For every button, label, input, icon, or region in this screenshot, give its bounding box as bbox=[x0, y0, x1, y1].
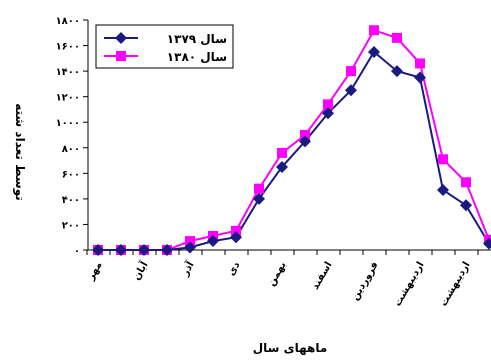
data-point bbox=[276, 160, 288, 173]
data-point bbox=[461, 177, 471, 188]
data-point bbox=[138, 244, 150, 256]
data-point bbox=[369, 25, 379, 36]
data-point bbox=[231, 225, 241, 236]
data-point bbox=[323, 99, 333, 110]
data-point bbox=[460, 199, 472, 212]
data-point bbox=[185, 236, 195, 247]
legend-label-series-1: سال ۱۳۷۹ bbox=[167, 32, 227, 46]
data-point bbox=[437, 183, 449, 196]
x-axis: مهر آبان آذر دی بهمن اسفند فروردین اردیبهشت اردی… bbox=[85, 249, 491, 308]
data-point bbox=[414, 71, 426, 84]
y-tick-label: ۱۶۰۰ bbox=[56, 42, 80, 53]
x-tick-label: فروردین bbox=[350, 260, 381, 302]
data-point bbox=[438, 154, 448, 165]
data-point bbox=[346, 66, 356, 77]
x-tick-label: آبان bbox=[130, 259, 151, 283]
x-axis-label: ماههای سال bbox=[253, 341, 328, 355]
legend-marker-series-2 bbox=[116, 51, 126, 61]
y-tick-label: ۱۰۰۰ bbox=[56, 118, 80, 129]
y-tick-label: ۱۲۰۰ bbox=[56, 93, 80, 104]
x-tick-label: بهمن bbox=[266, 260, 289, 288]
data-point bbox=[391, 65, 403, 78]
x-tick-label: دی bbox=[226, 260, 243, 278]
x-tick-label: مهر bbox=[85, 260, 105, 283]
data-point bbox=[300, 130, 310, 140]
data-point bbox=[184, 241, 196, 254]
data-point bbox=[368, 45, 380, 58]
series-line-1 bbox=[98, 50, 490, 251]
legend-marker-series-1 bbox=[115, 32, 127, 44]
series-layer bbox=[92, 25, 491, 256]
data-point bbox=[277, 147, 287, 158]
y-tick-label: ۶۰۰ bbox=[62, 169, 80, 180]
y-axis: ۰ ۲۰۰ ۴۰۰ ۶۰۰ ۸۰۰ ۱۰۰۰ ۱۲۰۰ ۱۴۰۰ ۱۶۰۰ ۱۸۰۰ bbox=[56, 16, 89, 257]
legend-label-series-2: سال ۱۳۸۰ bbox=[167, 50, 227, 64]
data-point bbox=[299, 135, 311, 148]
y-tick-label: ۲۰۰ bbox=[62, 220, 80, 231]
data-point bbox=[230, 231, 242, 244]
y-tick-label: ۱۴۰۰ bbox=[56, 67, 80, 78]
legend: سال ۱۳۷۹ سال ۱۳۸۰ bbox=[95, 24, 234, 69]
y-tick-label: ۰ bbox=[74, 246, 80, 257]
data-point bbox=[92, 244, 104, 256]
data-point bbox=[322, 107, 334, 120]
y-axis-label: توسط تعداد شته bbox=[12, 103, 27, 201]
data-point bbox=[415, 58, 425, 69]
data-point bbox=[115, 244, 127, 256]
data-point bbox=[392, 32, 402, 43]
data-point bbox=[207, 235, 219, 248]
x-tick-label: اردیبهشت bbox=[392, 260, 426, 308]
data-point bbox=[253, 192, 265, 205]
y-tick-label: ۱۸۰۰ bbox=[56, 16, 80, 27]
y-tick-label: ۴۰۰ bbox=[62, 195, 80, 206]
x-tick-label: اسفند bbox=[310, 260, 335, 292]
x-tick-label: آذر bbox=[178, 259, 197, 279]
y-tick-label: ۸۰۰ bbox=[62, 144, 80, 155]
data-point bbox=[345, 84, 357, 97]
data-point bbox=[254, 183, 264, 194]
x-tick-label: اردیبهشت bbox=[438, 260, 472, 308]
data-point bbox=[483, 237, 491, 250]
data-point bbox=[161, 244, 173, 256]
